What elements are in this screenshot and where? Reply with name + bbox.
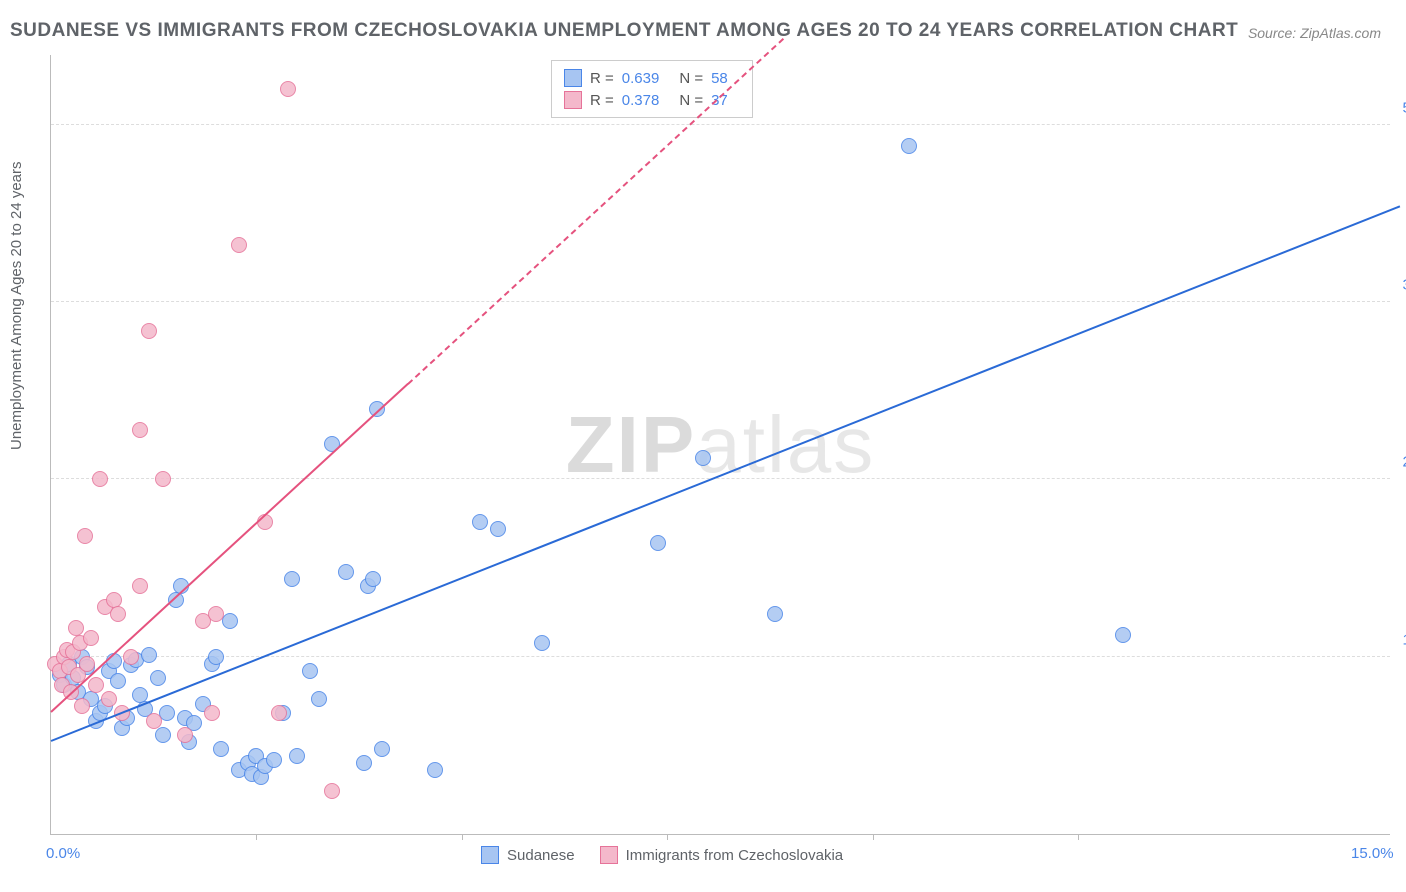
scatter-point bbox=[901, 138, 917, 154]
scatter-point bbox=[695, 450, 711, 466]
scatter-point bbox=[155, 727, 171, 743]
stat-n-label: N = bbox=[679, 92, 703, 109]
legend-swatch bbox=[600, 846, 618, 864]
scatter-point bbox=[650, 535, 666, 551]
legend-swatch bbox=[564, 91, 582, 109]
scatter-point bbox=[177, 727, 193, 743]
x-tick-mark bbox=[256, 834, 257, 840]
scatter-point bbox=[311, 691, 327, 707]
source-label: Source: ZipAtlas.com bbox=[1248, 25, 1381, 41]
x-tick-mark bbox=[1078, 834, 1079, 840]
y-tick-label: 25.0% bbox=[1402, 454, 1406, 471]
scatter-point bbox=[302, 663, 318, 679]
watermark-zip: ZIP bbox=[566, 400, 696, 489]
x-tick-mark bbox=[873, 834, 874, 840]
scatter-point bbox=[356, 755, 372, 771]
scatter-point bbox=[101, 691, 117, 707]
legend-item: Immigrants from Czechoslovakia bbox=[600, 846, 844, 864]
legend-stat-row: R = 0.639 N = 58 bbox=[564, 67, 740, 89]
scatter-point bbox=[132, 422, 148, 438]
y-tick-label: 37.5% bbox=[1402, 277, 1406, 294]
scatter-point bbox=[110, 606, 126, 622]
scatter-point bbox=[150, 670, 166, 686]
scatter-point bbox=[208, 606, 224, 622]
gridline bbox=[51, 124, 1390, 125]
scatter-point bbox=[271, 705, 287, 721]
legend-label: Sudanese bbox=[507, 847, 575, 864]
stat-r-label: R = bbox=[590, 92, 614, 109]
trend-line bbox=[50, 383, 409, 713]
scatter-point bbox=[74, 698, 90, 714]
legend-label: Immigrants from Czechoslovakia bbox=[626, 847, 844, 864]
scatter-point bbox=[257, 514, 273, 530]
scatter-point bbox=[83, 630, 99, 646]
scatter-point bbox=[79, 656, 95, 672]
scatter-point bbox=[123, 649, 139, 665]
y-axis-label: Unemployment Among Ages 20 to 24 years bbox=[8, 161, 25, 450]
stat-r-label: R = bbox=[590, 70, 614, 87]
x-tick-label: 0.0% bbox=[46, 845, 80, 862]
scatter-point bbox=[338, 564, 354, 580]
scatter-point bbox=[213, 741, 229, 757]
scatter-point bbox=[365, 571, 381, 587]
scatter-point bbox=[208, 649, 224, 665]
stat-n-label: N = bbox=[679, 70, 703, 87]
y-tick-label: 12.5% bbox=[1402, 631, 1406, 648]
scatter-point bbox=[110, 673, 126, 689]
gridline bbox=[51, 301, 1390, 302]
scatter-point bbox=[132, 578, 148, 594]
scatter-point bbox=[204, 705, 220, 721]
scatter-point bbox=[146, 713, 162, 729]
scatter-point bbox=[289, 748, 305, 764]
legend-item: Sudanese bbox=[481, 846, 575, 864]
scatter-point bbox=[77, 528, 93, 544]
scatter-point bbox=[141, 647, 157, 663]
scatter-point bbox=[266, 752, 282, 768]
scatter-point bbox=[231, 237, 247, 253]
scatter-point bbox=[490, 521, 506, 537]
plot-area: ZIPatlas R =0.639N =58R =0.378N =37 Suda… bbox=[50, 55, 1390, 835]
stat-r-value: 0.378 bbox=[622, 92, 660, 109]
scatter-point bbox=[324, 783, 340, 799]
scatter-point bbox=[92, 471, 108, 487]
scatter-point bbox=[88, 677, 104, 693]
scatter-point bbox=[534, 635, 550, 651]
scatter-point bbox=[280, 81, 296, 97]
gridline bbox=[51, 656, 1390, 657]
stat-n-value: 58 bbox=[711, 70, 728, 87]
legend-series: Sudanese Immigrants from Czechoslovakia bbox=[481, 846, 843, 864]
x-tick-mark bbox=[667, 834, 668, 840]
scatter-point bbox=[767, 606, 783, 622]
trend-line bbox=[51, 205, 1401, 742]
scatter-point bbox=[1115, 627, 1131, 643]
y-tick-label: 50.0% bbox=[1402, 99, 1406, 116]
scatter-point bbox=[284, 571, 300, 587]
stat-r-value: 0.639 bbox=[622, 70, 660, 87]
scatter-point bbox=[324, 436, 340, 452]
legend-stats: R =0.639N =58R =0.378N =37 bbox=[551, 60, 753, 118]
scatter-point bbox=[472, 514, 488, 530]
chart-title: SUDANESE VS IMMIGRANTS FROM CZECHOSLOVAK… bbox=[10, 20, 1238, 42]
legend-swatch bbox=[564, 69, 582, 87]
x-tick-mark bbox=[462, 834, 463, 840]
x-tick-label: 15.0% bbox=[1351, 845, 1394, 862]
scatter-point bbox=[374, 741, 390, 757]
scatter-point bbox=[427, 762, 443, 778]
scatter-point bbox=[141, 323, 157, 339]
legend-swatch bbox=[481, 846, 499, 864]
scatter-point bbox=[155, 471, 171, 487]
gridline bbox=[51, 478, 1390, 479]
